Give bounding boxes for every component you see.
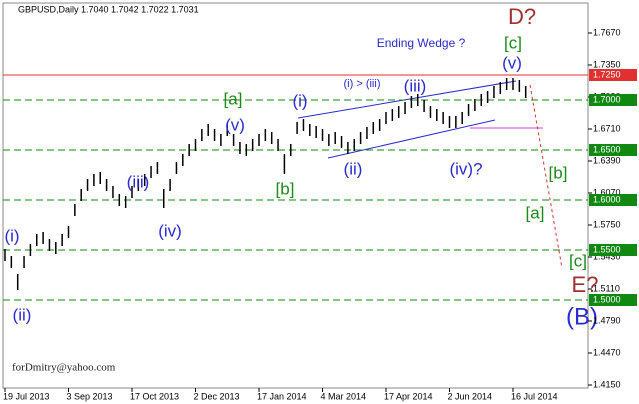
level-label: 1.6500 (593, 144, 621, 154)
wave-label: (v) (502, 53, 522, 72)
wave-label: [a] (526, 203, 545, 222)
wave-label: [b] (549, 163, 568, 182)
level-box (589, 94, 637, 106)
x-tick-label: 2 Jun 2014 (448, 391, 493, 401)
y-tick-label: 1.5750 (593, 219, 621, 229)
annotations: (i) (ii) (iii) (iv) (v) [a] [b] (i) (ii)… (4, 4, 598, 374)
y-tick-label: 1.7670 (593, 27, 621, 37)
wave-label: [c] (569, 251, 587, 270)
wave-label: (ii) (13, 305, 32, 324)
level-box (589, 244, 637, 256)
wave-label: (iii) (404, 76, 427, 95)
y-tick-label: 1.5110 (593, 283, 620, 293)
y-tick-label: 1.6710 (593, 123, 621, 133)
note: Ending Wedge ? (377, 36, 466, 50)
x-tick-label: 17 Oct 2013 (130, 391, 179, 401)
projection (529, 84, 563, 269)
wedge-upper (297, 80, 517, 119)
x-tick-label: 2 Dec 2013 (194, 391, 240, 401)
wave-label: (i) (292, 91, 307, 110)
x-tick-label: 3 Sep 2013 (67, 391, 113, 401)
y-tick-label: 1.4470 (593, 347, 621, 357)
wave-label: (B) (566, 303, 598, 330)
wave-label: (ii) (344, 159, 363, 178)
wave-label: [c] (504, 33, 522, 52)
y-tick-label: 1.4150 (593, 379, 621, 389)
x-tick-label: 16 Jul 2014 (511, 391, 558, 401)
x-tick-label: 19 Jul 2013 (3, 391, 50, 401)
level-label: 1.7250 (593, 69, 621, 79)
x-tick-label: 4 Mar 2014 (321, 391, 367, 401)
wave-label: E? (572, 272, 599, 297)
y-tick-label: 1.6390 (593, 155, 621, 165)
wave-label: (iv) (158, 221, 182, 240)
wave-label: (iii) (127, 172, 150, 191)
wave-label: (v) (225, 115, 245, 134)
wave-label: (iv)? (449, 159, 482, 178)
note: (i) > (iii) (344, 78, 381, 90)
wedge-lower (327, 119, 496, 159)
y-tick-label: 1.5430 (593, 251, 621, 261)
level-box (589, 69, 637, 81)
plot-frame (2, 2, 589, 389)
wave-label: [b] (276, 179, 295, 198)
level-label: 1.7000 (593, 94, 621, 104)
level-label: 1.5500 (593, 244, 621, 254)
y-tick-label: 1.7350 (593, 59, 621, 69)
x-tick-label: 17 Jan 2014 (257, 391, 307, 401)
wave-label: (i) (4, 226, 19, 245)
level-label: 1.5000 (593, 294, 621, 304)
level-box (589, 294, 637, 306)
y-tick-label: 1.6070 (593, 187, 621, 197)
level-box (589, 144, 637, 156)
x-tick-label: 17 Apr 2014 (384, 391, 433, 401)
wave-label: D? (508, 4, 536, 29)
wedge (297, 80, 517, 159)
wave-label: [a] (224, 89, 243, 108)
chart-title: GBPUSD,Daily 1.7040 1.7042 1.7022 1.7031 (18, 4, 199, 14)
level-box (589, 194, 637, 206)
level-label: 1.6000 (593, 194, 621, 204)
watermark: forDmitry@yahoo.com (12, 362, 116, 374)
y-tick-label: 1.4790 (593, 315, 621, 325)
